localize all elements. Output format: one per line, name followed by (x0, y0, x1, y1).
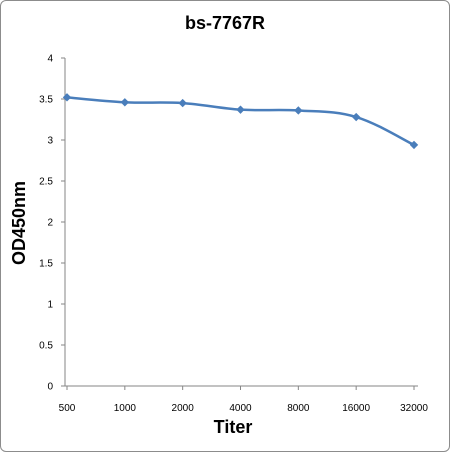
y-tick-label: 2.5 (39, 177, 53, 188)
data-point-marker (120, 98, 130, 107)
series-group (62, 93, 419, 150)
x-tick-label: 1000 (114, 403, 137, 414)
series-line (66, 96, 415, 147)
x-axis-title: Titer (214, 417, 253, 437)
y-tick-label: 4 (47, 54, 53, 65)
x-tick-label: 32000 (400, 403, 428, 414)
y-axis: 0 0.5 1 1.5 2 2.5 3 3.5 4 (39, 54, 66, 393)
y-axis-title: OD450nm (9, 181, 29, 265)
y-tick-label: 2 (47, 218, 53, 229)
x-tick-label: 16000 (342, 403, 370, 414)
data-point-marker (409, 140, 419, 150)
x-tick-label: 2000 (172, 403, 195, 414)
x-tick-label: 500 (59, 403, 76, 414)
data-point-marker (236, 105, 245, 114)
y-tick-label: 1.5 (39, 259, 53, 270)
y-tick-label: 3.5 (39, 95, 53, 106)
y-tick-label: 0 (47, 382, 53, 393)
data-point-marker (178, 98, 187, 108)
y-tick-label: 3 (47, 136, 53, 147)
y-tick-label: 0.5 (39, 341, 53, 352)
x-tick-label: 8000 (287, 403, 310, 414)
x-tick-label: 4000 (229, 403, 252, 414)
chart-title: bs-7767R (185, 13, 265, 33)
data-point-marker (62, 93, 72, 102)
data-point-marker (294, 106, 303, 115)
x-axis: 500 1000 2000 4000 8000 16000 32000 (59, 385, 428, 414)
data-point-marker (351, 112, 361, 122)
y-tick-label: 1 (47, 300, 53, 311)
